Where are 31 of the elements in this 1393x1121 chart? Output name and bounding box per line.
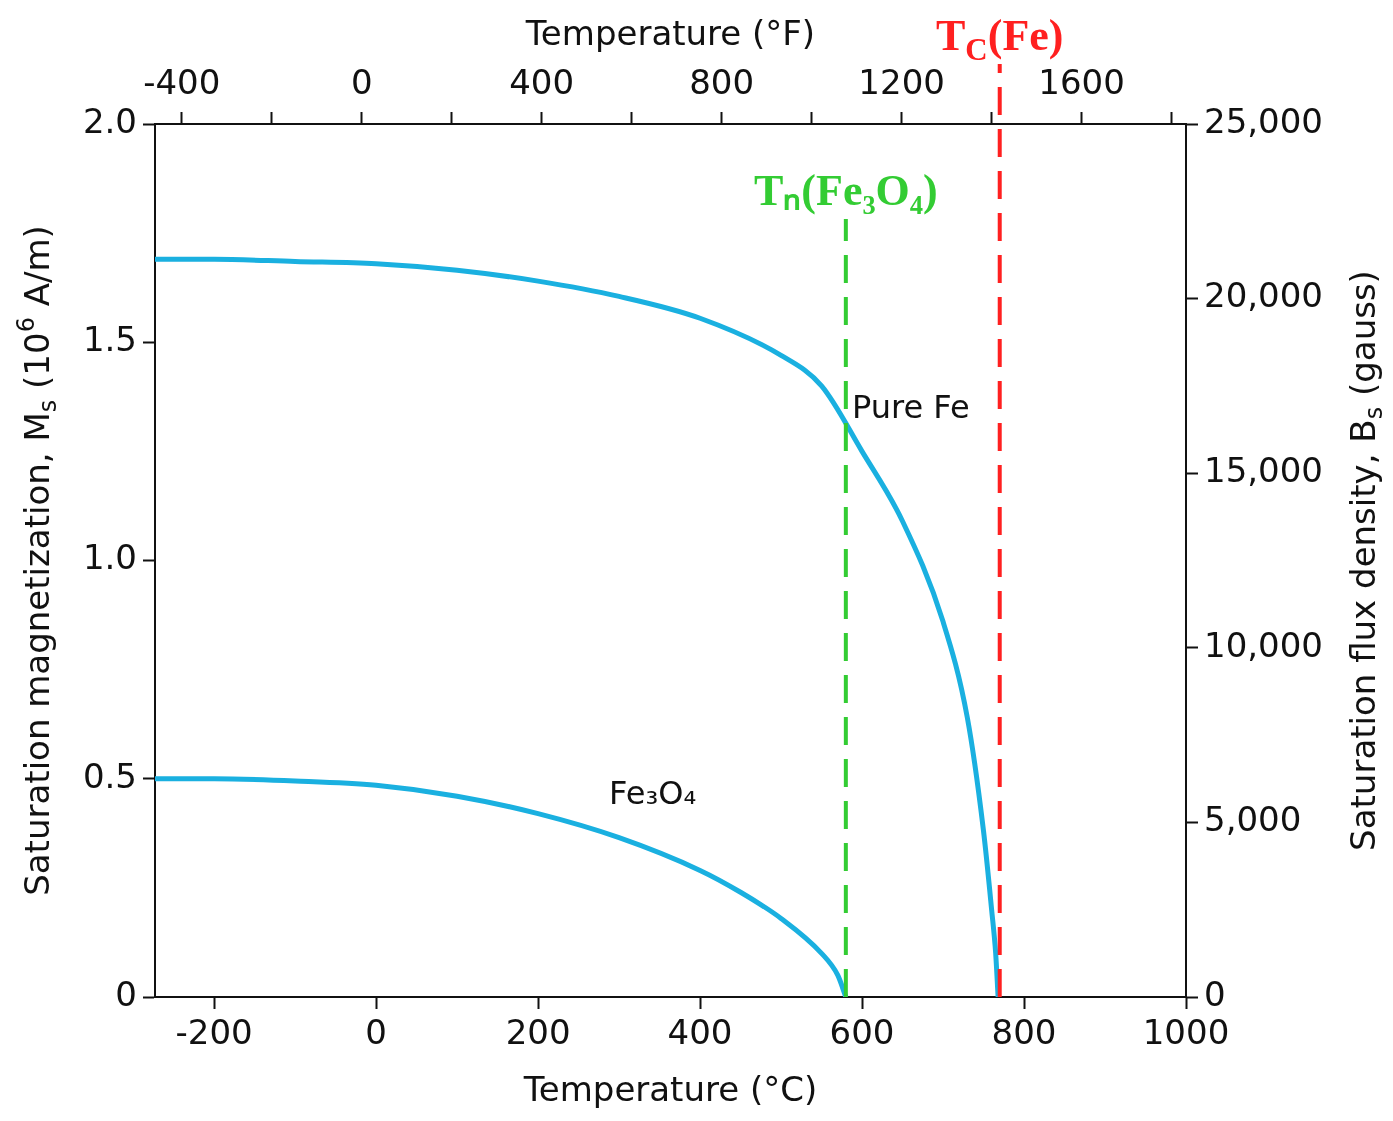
y2-tick-label: 25,000 <box>1204 100 1323 141</box>
x2-tick-label: 1600 <box>1038 62 1125 103</box>
y-tick-label: 0.5 <box>82 755 137 796</box>
y-axis-title: Saturation magnetization, Ms (106 A/m) <box>12 225 63 896</box>
x2-tick-label: 1200 <box>858 62 945 103</box>
x2-tick-label: 800 <box>689 62 755 103</box>
x-tick-label: 1000 <box>1142 1012 1230 1053</box>
y-tick-label: 1.0 <box>82 537 137 578</box>
y2-tick-label: 20,000 <box>1204 275 1323 316</box>
x-tick-label: -200 <box>175 1012 253 1053</box>
y2-tick-label: 10,000 <box>1204 624 1323 665</box>
y2-tick-label: 5,000 <box>1204 799 1302 840</box>
y2-axis-title: Saturation flux density, Bs (gauss) <box>1342 270 1389 851</box>
x2-tick-label: 400 <box>509 62 575 103</box>
y-tick-label: 0 <box>115 973 137 1014</box>
ref-line-label: Tₙ(Fe₃O₄) <box>754 166 938 216</box>
y2-tick-label: 0 <box>1204 973 1226 1014</box>
x2-axis-title: Temperature (°F) <box>524 12 816 53</box>
x2-tick-label: 0 <box>350 62 373 103</box>
y-tick-label: 2.0 <box>82 100 137 141</box>
x-tick-label: 400 <box>667 1012 733 1053</box>
x-tick-label: 600 <box>829 1012 895 1053</box>
x-tick-label: 0 <box>365 1012 387 1053</box>
y-tick-label: 1.5 <box>82 319 137 360</box>
series-label: Fe₃O₄ <box>609 773 697 812</box>
x2-tick-label: -400 <box>143 62 221 103</box>
x-tick-label: 200 <box>505 1012 571 1053</box>
x-axis-title: Temperature (°C) <box>522 1068 818 1109</box>
series-label: Pure Fe <box>852 387 970 426</box>
y2-tick-label: 15,000 <box>1204 450 1323 491</box>
x-tick-label: 800 <box>991 1012 1057 1053</box>
